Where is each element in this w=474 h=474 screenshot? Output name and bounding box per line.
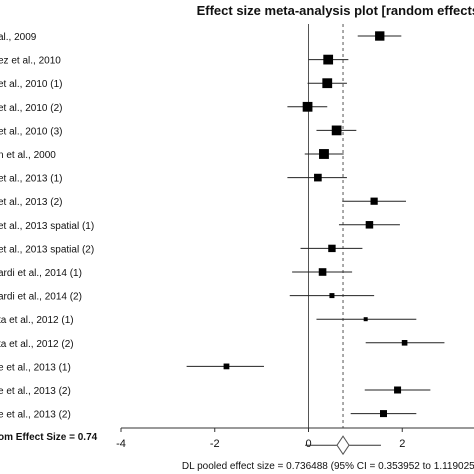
study-row: et al., 2013 (1) bbox=[0, 174, 347, 185]
study-label: e et al., 2013 (1) bbox=[0, 362, 71, 373]
study-estimate bbox=[363, 317, 368, 322]
study-row: ta et al., 2012 (2) bbox=[0, 339, 445, 350]
x-tick-label: 2 bbox=[399, 438, 405, 450]
study-row: et al., 2010 (3) bbox=[0, 125, 357, 137]
study-label: et al., 2013 spatial (1) bbox=[0, 221, 94, 232]
study-label: et al., 2010 (1) bbox=[0, 79, 62, 90]
study-estimate bbox=[365, 221, 374, 229]
study-label: e et al., 2013 (2) bbox=[0, 386, 71, 397]
chart-title: Effect size meta-analysis plot [random e… bbox=[197, 3, 474, 18]
study-estimate bbox=[323, 54, 334, 65]
study-estimate bbox=[380, 410, 387, 418]
study-label: ardi et al., 2014 (1) bbox=[0, 268, 82, 279]
x-tick-label: -4 bbox=[116, 438, 126, 450]
pooled-label: om Effect Size = 0.74 bbox=[0, 432, 98, 443]
x-tick-label: 0 bbox=[305, 438, 311, 450]
study-label: ta et al., 2012 (2) bbox=[0, 339, 74, 350]
study-label: et al., 2010 (2) bbox=[0, 103, 62, 114]
study-row: ta et al., 2012 (1) bbox=[0, 315, 417, 326]
study-row: et al., 2013 spatial (1) bbox=[0, 221, 400, 232]
study-estimate bbox=[314, 173, 322, 182]
study-row: et al., 2010 (1) bbox=[0, 78, 347, 90]
study-label: et al., 2013 (1) bbox=[0, 174, 62, 185]
pooled-estimate: om Effect Size = 0.74 bbox=[0, 432, 381, 456]
study-label: al., 2009 bbox=[0, 32, 37, 43]
study-row: n et al., 2000 bbox=[0, 149, 344, 161]
study-row: ardi et al., 2014 (1) bbox=[0, 268, 353, 279]
study-label: n et al., 2000 bbox=[0, 150, 56, 161]
study-label: et al., 2010 (3) bbox=[0, 126, 62, 137]
study-label: e et al., 2013 (2) bbox=[0, 410, 71, 421]
study-label: ez et al., 2010 bbox=[0, 56, 61, 67]
study-estimate bbox=[328, 244, 336, 253]
study-row: ez et al., 2010 bbox=[0, 54, 349, 67]
study-row: e et al., 2013 (2) bbox=[0, 410, 417, 421]
study-label: et al., 2013 spatial (2) bbox=[0, 244, 94, 255]
study-estimate bbox=[319, 149, 329, 159]
study-estimate bbox=[223, 363, 230, 370]
study-estimate bbox=[394, 386, 402, 394]
study-row: e et al., 2013 (1) bbox=[0, 362, 264, 373]
study-estimate bbox=[318, 268, 327, 276]
study-estimate bbox=[302, 101, 313, 112]
study-estimate bbox=[322, 78, 333, 89]
study-estimate bbox=[375, 31, 385, 41]
study-estimate bbox=[331, 125, 342, 136]
study-rows: al., 2009 ez et al., 2010 et al., 2010 (1)… bbox=[0, 31, 445, 421]
study-estimate bbox=[329, 293, 335, 299]
pooled-diamond bbox=[336, 435, 350, 456]
study-row: et al., 2013 (2) bbox=[0, 197, 406, 208]
study-label: ardi et al., 2014 (2) bbox=[0, 292, 82, 303]
study-row: et al., 2010 (2) bbox=[0, 101, 328, 114]
study-estimate bbox=[370, 197, 378, 205]
x-tick-label: -2 bbox=[210, 438, 220, 450]
study-row: e et al., 2013 (2) bbox=[0, 386, 431, 397]
axes: -4-2024 bbox=[116, 24, 474, 450]
study-row: ardi et al., 2014 (2) bbox=[0, 292, 375, 303]
study-row: al., 2009 bbox=[0, 31, 402, 43]
study-row: et al., 2013 spatial (2) bbox=[0, 244, 363, 255]
pooled-footer: DL pooled effect size = 0.736488 (95% CI… bbox=[182, 461, 474, 472]
study-label: ta et al., 2012 (1) bbox=[0, 315, 74, 326]
study-label: et al., 2013 (2) bbox=[0, 197, 62, 208]
study-estimate bbox=[401, 340, 408, 346]
